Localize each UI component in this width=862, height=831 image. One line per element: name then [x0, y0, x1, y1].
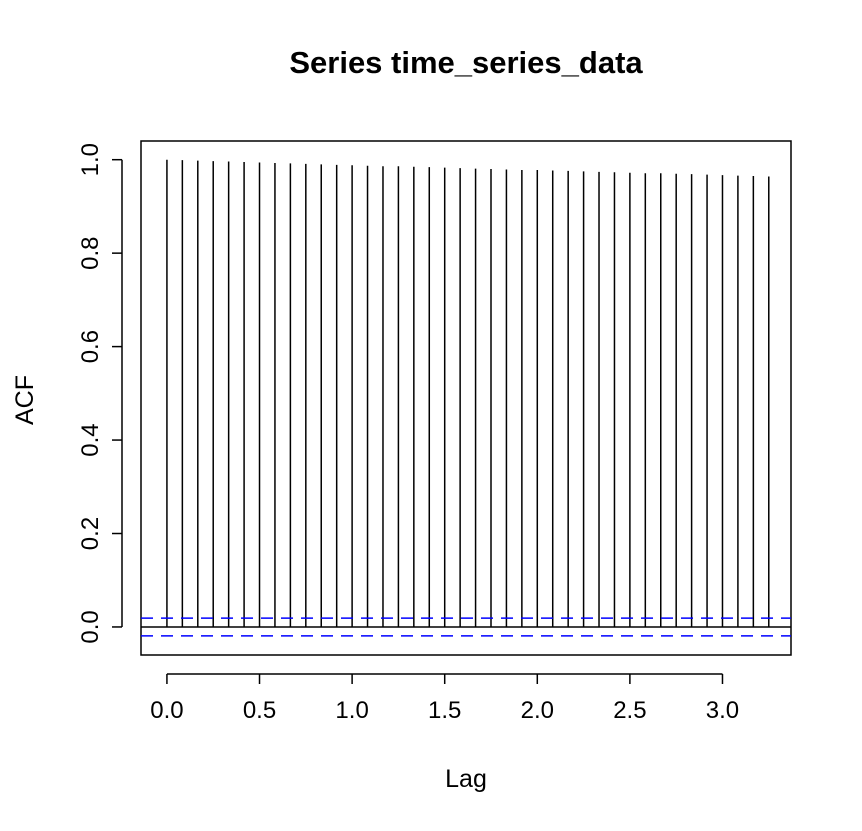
acf-bars: [166, 159, 770, 627]
confidence-bounds: [141, 617, 791, 637]
x-axis-label: Lag: [445, 765, 487, 793]
x-tick-label: 1.0: [335, 697, 368, 724]
chart-title: Series time_series_data: [289, 45, 643, 80]
x-axis: 0.0 0.5 1.0 1.5 2.0 2.5 3.0: [150, 673, 739, 724]
x-tick-label: 2.5: [613, 697, 646, 724]
x-tick-label: 3.0: [706, 697, 739, 724]
y-tick-label: 0.4: [77, 423, 104, 456]
y-tick-label: 0.6: [77, 330, 104, 363]
y-tick-label: 0.8: [77, 236, 104, 269]
y-tick-label: 0.0: [77, 610, 104, 643]
x-tick-label: 1.5: [428, 697, 461, 724]
x-tick-label: 0.5: [243, 697, 276, 724]
x-tick-label: 2.0: [521, 697, 554, 724]
y-axis: 0.0 0.2 0.4 0.6 0.8 1.0: [77, 143, 123, 644]
y-tick-label: 1.0: [77, 143, 104, 176]
y-axis-label: ACF: [11, 375, 39, 425]
x-tick-label: 0.0: [150, 697, 183, 724]
y-tick-label: 0.2: [77, 517, 104, 550]
plot-frame: [140, 140, 792, 656]
